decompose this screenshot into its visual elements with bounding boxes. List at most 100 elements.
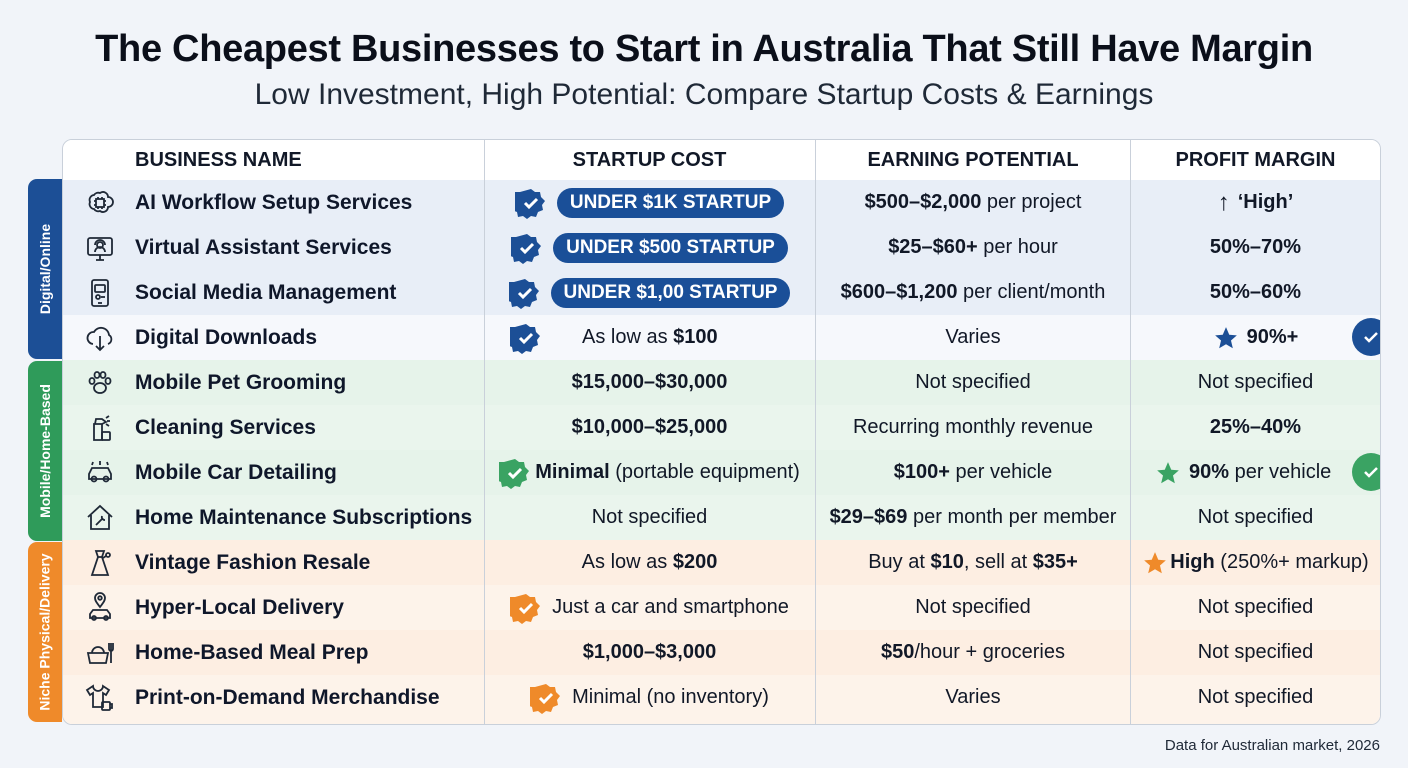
profit-margin: 50%–70% [1209, 236, 1302, 258]
business-name: Hyper-Local Delivery [135, 595, 344, 619]
table-row: Mobile Pet Grooming $15,000–$30,000 Not … [63, 360, 1380, 406]
earning-potential: Varies [945, 686, 1001, 708]
business-name: AI Workflow Setup Services [135, 190, 413, 214]
earning-potential: $50/hour + groceries [880, 641, 1065, 663]
profit-margin: Not specified [1197, 686, 1314, 708]
earning-potential: $100+ per vehicle [893, 461, 1053, 483]
column-divider [815, 140, 816, 724]
startup-cost: UNDER $1,00 STARTUP [484, 270, 815, 315]
table-row: Vintage Fashion Resale As low as $200 Bu… [63, 540, 1380, 586]
profit-margin: Not specified [1197, 641, 1314, 663]
star-icon [1157, 461, 1179, 483]
business-name: Mobile Car Detailing [135, 460, 337, 484]
star-icon [1144, 551, 1167, 573]
verified-badge-icon [508, 278, 539, 309]
arrow-up-icon: ↑ [1217, 188, 1230, 216]
table-header: BUSINESS NAME STARTUP COST EARNING POTEN… [63, 140, 1380, 181]
earning-potential: $29–$69 per month per member [829, 506, 1117, 528]
profit-margin: 50%–60% [1209, 281, 1302, 303]
meal-basket-icon [75, 630, 125, 675]
location-car-icon [75, 585, 125, 630]
startup-cost: Minimal (no inventory) [484, 675, 815, 720]
profit-margin: Not specified [1197, 596, 1314, 618]
startup-cost: As low as $100 [484, 315, 815, 360]
business-name: Virtual Assistant Services [135, 235, 392, 259]
earning-potential: Not specified [915, 596, 1031, 618]
check-circle-icon [1352, 318, 1380, 356]
table-row: Hyper-Local Delivery Just a car and smar… [63, 585, 1380, 631]
table-row: AI Workflow Setup Services UNDER $1K STA… [63, 180, 1380, 226]
header-business: BUSINESS NAME [135, 149, 302, 171]
brain-chip-icon [75, 180, 125, 225]
verified-badge-icon [499, 458, 530, 489]
phone-social-icon [75, 270, 125, 315]
verified-badge-icon [510, 593, 541, 624]
business-name: Mobile Pet Grooming [135, 370, 347, 394]
column-divider [484, 140, 485, 724]
footnote: Data for Australian market, 2026 [1164, 737, 1380, 754]
check-circle-icon [1352, 453, 1380, 491]
table-row: Print-on-Demand Merchandise Minimal (no … [63, 675, 1380, 724]
house-wrench-icon [75, 495, 125, 540]
startup-cost: $1,000–$3,000 [582, 641, 717, 663]
star-icon [1214, 326, 1237, 348]
dress-tag-icon [75, 540, 125, 585]
business-name: Home-Based Meal Prep [135, 640, 369, 664]
verified-badge-icon [514, 188, 545, 219]
earning-potential: Varies [945, 326, 1001, 348]
table-row: Home-Based Meal Prep $1,000–$3,000 $50/h… [63, 630, 1380, 676]
comparison-table: BUSINESS NAME STARTUP COST EARNING POTEN… [62, 139, 1381, 725]
group-tab-niche: Niche Physical/Delivery [28, 542, 62, 722]
header-cost: STARTUP COST [572, 149, 727, 171]
header-margin: PROFIT MARGIN [1175, 149, 1336, 171]
verified-badge-icon [530, 683, 561, 714]
profit-margin: Not specified [1197, 506, 1314, 528]
profit-margin: ↑ ‘High’ [1217, 188, 1294, 216]
table-row: Home Maintenance Subscriptions Not speci… [63, 495, 1380, 541]
earning-potential: Buy at $10, sell at $35+ [868, 551, 1078, 573]
business-name: Home Maintenance Subscriptions [135, 505, 473, 529]
business-name: Vintage Fashion Resale [135, 550, 371, 574]
startup-cost: Minimal (portable equipment) [484, 450, 815, 495]
earning-potential: Recurring monthly revenue [852, 416, 1094, 438]
earning-potential: $600–$1,200 per client/month [840, 281, 1106, 303]
group-tab-digital: Digital/Online [28, 179, 62, 359]
cost-pill: UNDER $1,00 STARTUP [550, 277, 791, 308]
paw-icon [75, 360, 125, 405]
verified-badge-icon [511, 233, 542, 264]
business-name: Social Media Management [135, 280, 397, 304]
table-row: Digital Downloads As low as $100 Varies … [63, 315, 1380, 361]
profit-margin: 25%–40% [1209, 416, 1302, 438]
table-row: Social Media Management UNDER $1,00 STAR… [63, 270, 1380, 316]
verified-badge-icon [510, 323, 540, 354]
business-name: Cleaning Services [135, 415, 316, 439]
business-name: Digital Downloads [135, 325, 318, 349]
earning-potential: Not specified [915, 371, 1031, 393]
earning-potential: $500–$2,000 per project [864, 191, 1082, 213]
car-wash-icon [75, 450, 125, 495]
profit-margin: High (250%+ markup) [1131, 540, 1380, 585]
business-name: Print-on-Demand Merchandise [135, 685, 440, 709]
page-subtitle: Low Investment, High Potential: Compare … [254, 78, 1154, 111]
table-row: Virtual Assistant Services UNDER $500 ST… [63, 225, 1380, 271]
startup-cost: As low as $200 [581, 551, 718, 573]
spray-bottle-icon [75, 405, 125, 450]
startup-cost: Not specified [591, 506, 708, 528]
earning-potential: $25–$60+ per hour [888, 236, 1058, 258]
cost-pill: UNDER $500 STARTUP [553, 232, 788, 263]
startup-cost: $10,000–$25,000 [571, 416, 728, 438]
table-row: Cleaning Services $10,000–$25,000 Recurr… [63, 405, 1380, 451]
header-earning: EARNING POTENTIAL [867, 149, 1079, 171]
startup-cost: UNDER $1K STARTUP [484, 180, 815, 225]
profit-margin: 90%+ [1131, 315, 1380, 360]
group-tab-mobile: Mobile/Home-Based [28, 361, 62, 541]
headset-monitor-icon [75, 225, 125, 270]
tshirt-mug-icon [75, 675, 125, 720]
page-title: The Cheapest Businesses to Start in Aust… [95, 28, 1313, 70]
cost-pill: UNDER $1K STARTUP [556, 187, 785, 218]
column-divider [1130, 140, 1131, 724]
table-row: Mobile Car Detailing Minimal (portable e… [63, 450, 1380, 496]
startup-cost: UNDER $500 STARTUP [484, 225, 815, 270]
startup-cost: $15,000–$30,000 [571, 371, 728, 393]
cloud-download-icon [75, 315, 125, 360]
